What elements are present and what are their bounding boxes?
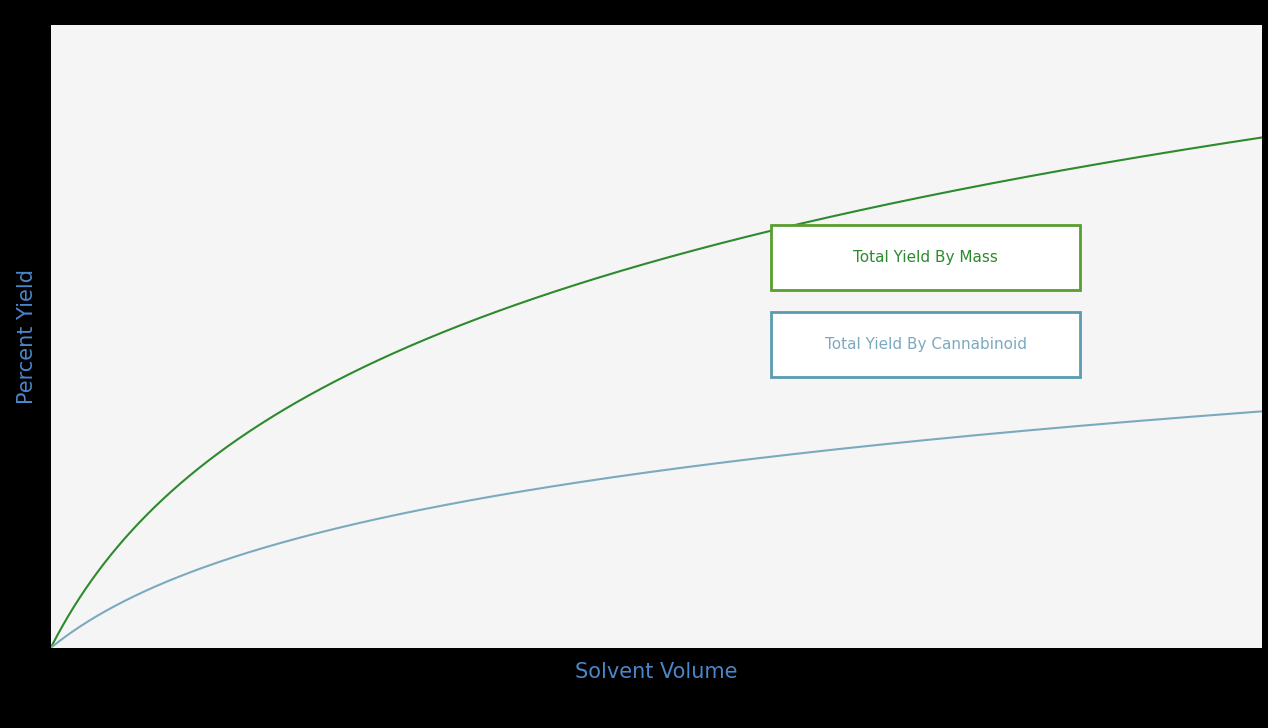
- FancyBboxPatch shape: [771, 225, 1080, 290]
- Text: Total Yield By Cannabinoid: Total Yield By Cannabinoid: [824, 337, 1027, 352]
- Y-axis label: Percent Yield: Percent Yield: [16, 269, 37, 404]
- Text: Total Yield By Mass: Total Yield By Mass: [853, 250, 998, 265]
- X-axis label: Solvent Volume: Solvent Volume: [574, 662, 738, 682]
- FancyBboxPatch shape: [771, 312, 1080, 377]
